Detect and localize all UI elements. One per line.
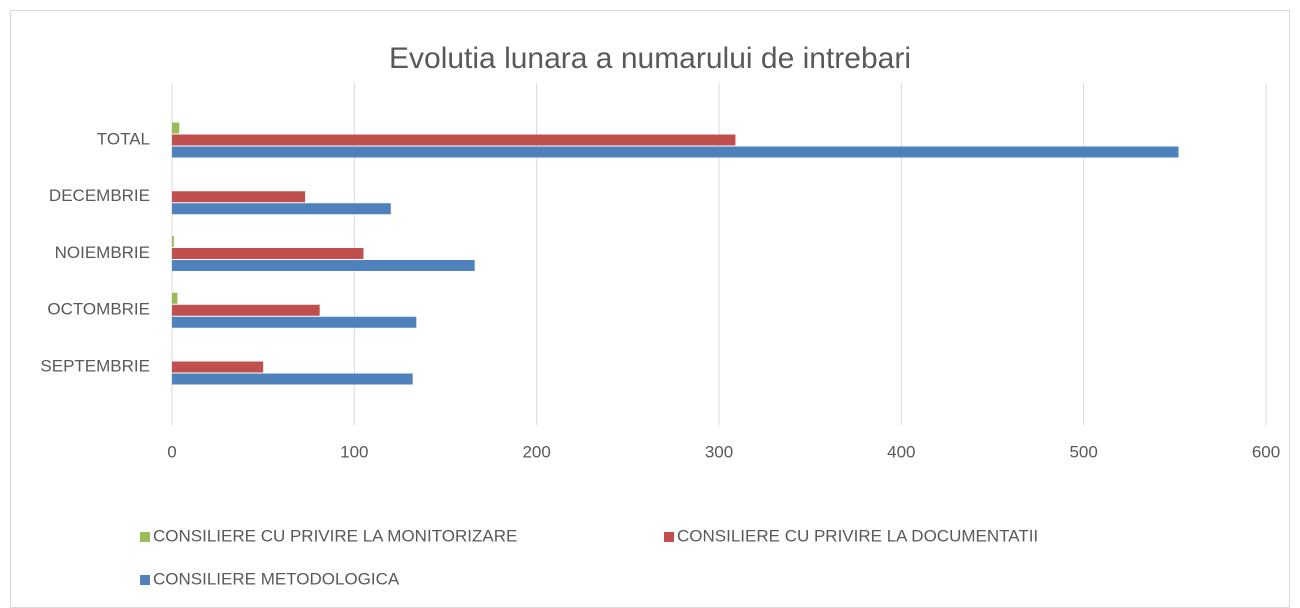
y-tick-label: NOIEMBRIE bbox=[55, 243, 150, 262]
x-tick-label: 500 bbox=[1069, 442, 1097, 461]
x-tick-label: 100 bbox=[340, 442, 368, 461]
y-tick-label: TOTAL bbox=[97, 129, 150, 148]
legend-label: CONSILIERE METODOLOGICA bbox=[153, 569, 400, 588]
bar bbox=[172, 134, 736, 146]
legend-swatch bbox=[140, 532, 150, 542]
bar bbox=[172, 292, 178, 304]
bar bbox=[172, 260, 475, 271]
bar bbox=[172, 236, 174, 247]
bar bbox=[172, 146, 1179, 158]
y-tick-label: OCTOMBRIE bbox=[47, 300, 150, 319]
bar bbox=[172, 316, 417, 328]
x-tick-label: 600 bbox=[1252, 442, 1280, 461]
x-tick-label: 0 bbox=[167, 442, 176, 461]
bar bbox=[172, 203, 391, 215]
legend-swatch bbox=[664, 532, 674, 542]
legend-swatch bbox=[140, 575, 150, 585]
legend-label: CONSILIERE CU PRIVIRE LA DOCUMENTATII bbox=[677, 526, 1038, 545]
bar bbox=[172, 373, 413, 385]
y-tick-label: SEPTEMBRIE bbox=[40, 356, 150, 375]
x-tick-label: 200 bbox=[522, 442, 550, 461]
bar bbox=[172, 361, 264, 373]
bar bbox=[172, 248, 364, 259]
x-tick-label: 400 bbox=[887, 442, 915, 461]
y-tick-label: DECEMBRIE bbox=[49, 186, 150, 205]
legend-label: CONSILIERE CU PRIVIRE LA MONITORIZARE bbox=[153, 526, 517, 545]
chart-title: Evolutia lunara a numarului de intrebari bbox=[389, 42, 911, 75]
bar bbox=[172, 304, 320, 316]
bar bbox=[172, 191, 306, 203]
x-tick-label: 300 bbox=[705, 442, 733, 461]
bar bbox=[172, 122, 180, 134]
